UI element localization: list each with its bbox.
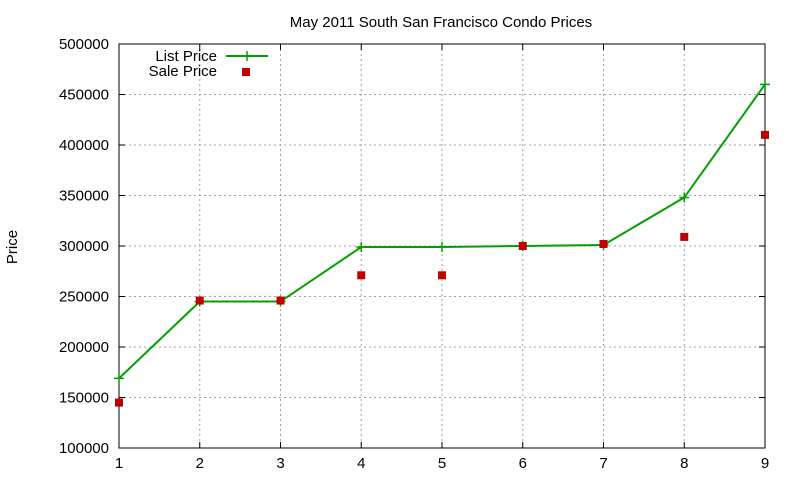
legend-marker-list-price xyxy=(242,51,252,61)
x-tick-label: 3 xyxy=(276,455,284,472)
list-price-point xyxy=(114,373,124,384)
sale-price-point xyxy=(276,296,285,305)
sale-price-point xyxy=(195,296,204,305)
list-price-point xyxy=(679,192,690,203)
x-tick-label: 9 xyxy=(761,455,769,472)
sale-price-point xyxy=(599,239,608,248)
x-tick-label: 8 xyxy=(680,455,688,472)
y-tick-label: 150000 xyxy=(59,390,109,407)
y-tick-label: 400000 xyxy=(59,137,109,154)
x-tick-label: 2 xyxy=(196,455,204,472)
legend-label-list-price: List Price xyxy=(155,48,217,65)
y-tick-label: 450000 xyxy=(59,87,109,104)
y-tick-label: 500000 xyxy=(59,36,109,53)
x-tick-label: 7 xyxy=(599,455,607,472)
legend-label-sale-price: Sale Price xyxy=(149,63,217,80)
y-tick-label: 100000 xyxy=(59,440,109,457)
legend-marker-sale-price xyxy=(242,68,250,76)
x-tick-label: 1 xyxy=(115,455,123,472)
chart-title: May 2011 South San Francisco Condo Price… xyxy=(290,14,592,31)
x-tick-label: 5 xyxy=(438,455,446,472)
sale-price-point xyxy=(761,130,769,139)
ticks: 100000 150000 200000 250000 300000 350000 4000… xyxy=(59,36,769,472)
y-tick-label: 300000 xyxy=(59,238,109,255)
list-price-point xyxy=(437,242,447,253)
list-price-point xyxy=(356,242,367,253)
y-tick-label: 200000 xyxy=(59,339,109,356)
list-price-point xyxy=(760,79,770,90)
sale-price-point xyxy=(680,232,689,241)
legend: List Price Sale Price xyxy=(149,48,268,80)
y-axis-label: Price xyxy=(4,230,21,264)
x-tick-label: 4 xyxy=(357,455,365,472)
x-tick-label: 6 xyxy=(519,455,527,472)
sale-price-point xyxy=(357,271,366,280)
sale-price-point xyxy=(115,398,123,407)
sale-price-point xyxy=(518,242,527,250)
series xyxy=(114,79,770,407)
y-tick-label: 350000 xyxy=(59,188,109,205)
sale-price-point xyxy=(438,271,446,280)
y-tick-label: 250000 xyxy=(59,289,109,306)
